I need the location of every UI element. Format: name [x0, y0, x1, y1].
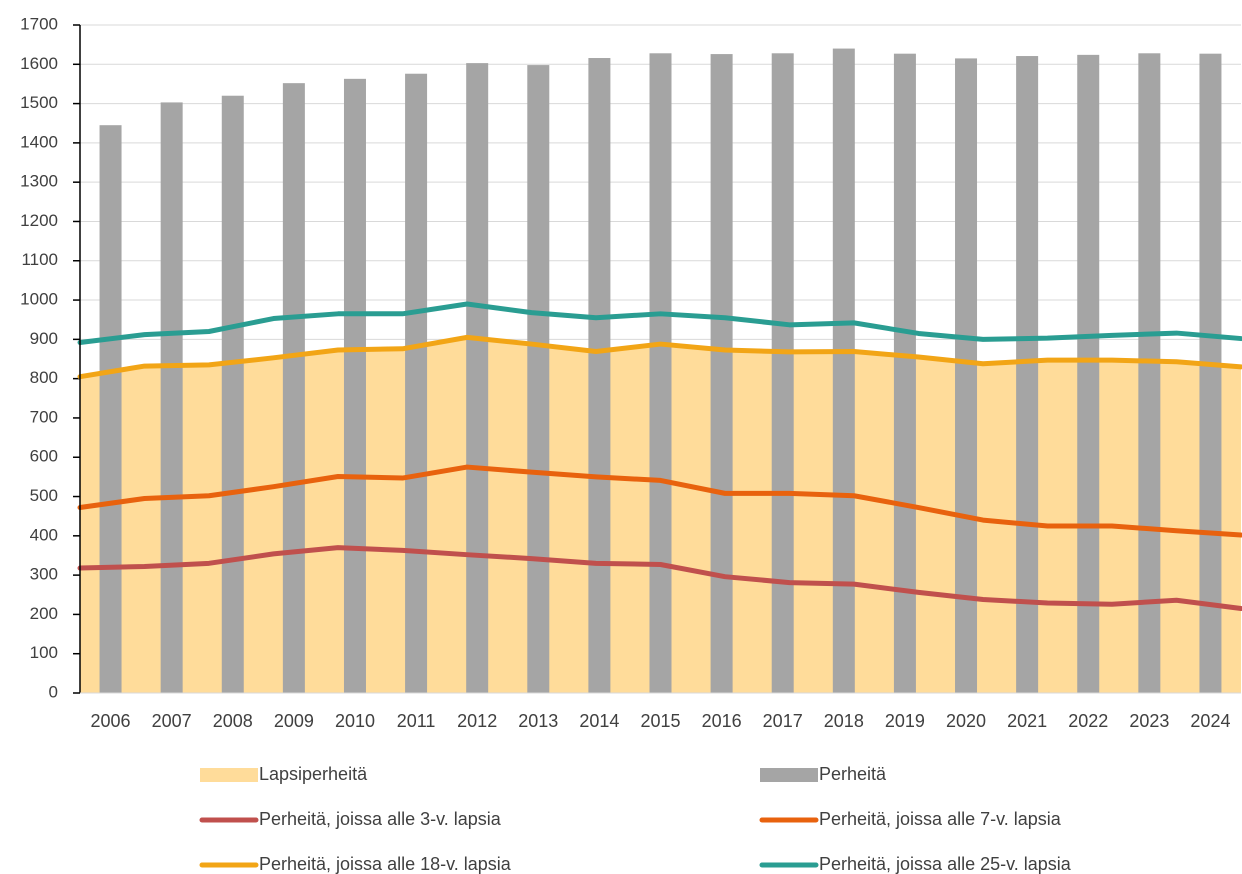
line	[77, 464, 1242, 538]
y-tick-label: 800	[30, 368, 58, 387]
bar	[1016, 56, 1039, 693]
x-tick-label: 2020	[946, 711, 986, 731]
line	[77, 334, 1242, 380]
y-tick-label: 700	[30, 407, 58, 426]
x-tick-label: 2007	[152, 711, 192, 731]
y-tick-label: 1500	[20, 93, 58, 112]
bar	[221, 95, 244, 693]
legend-swatch	[760, 768, 818, 782]
bar	[160, 102, 183, 693]
bar	[649, 53, 672, 694]
bar	[99, 125, 122, 693]
y-tick-label: 0	[49, 682, 58, 701]
y-tick-label: 1700	[20, 14, 58, 33]
bar	[588, 58, 611, 693]
legend-label: Perheitä, joissa alle 3-v. lapsia	[259, 809, 502, 829]
bar	[1077, 54, 1100, 694]
bar	[527, 65, 550, 693]
bar	[405, 73, 428, 693]
y-tick-label: 600	[30, 447, 58, 466]
y-tick-label: 900	[30, 329, 58, 348]
x-tick-label: 2016	[702, 711, 742, 731]
x-tick-label: 2019	[885, 711, 925, 731]
x-tick-label: 2015	[640, 711, 680, 731]
x-tick-label: 2018	[824, 711, 864, 731]
line	[77, 545, 1242, 612]
bar	[343, 78, 366, 693]
x-tick-label: 2008	[213, 711, 253, 731]
legend-swatch	[200, 768, 258, 782]
y-tick-label: 1400	[20, 132, 58, 151]
y-tick-label: 1100	[21, 250, 58, 269]
bar	[710, 54, 733, 694]
y-tick-label: 200	[30, 604, 58, 623]
x-tick-label: 2006	[91, 711, 131, 731]
bar	[466, 63, 489, 693]
bar	[771, 53, 794, 694]
x-tick-label: 2010	[335, 711, 375, 731]
x-tick-label: 2011	[397, 711, 436, 731]
bar	[1199, 53, 1222, 694]
bar	[955, 58, 978, 693]
x-tick-label: 2014	[579, 711, 619, 731]
x-tick-label: 2022	[1068, 711, 1108, 731]
legend-label: Lapsiperheitä	[259, 764, 368, 784]
legend-label: Perheitä, joissa alle 7-v. lapsia	[819, 809, 1062, 829]
x-tick-label: 2024	[1190, 711, 1230, 731]
y-tick-label: 100	[30, 643, 58, 662]
bar	[832, 48, 855, 693]
y-tick-label: 300	[30, 565, 58, 584]
bar	[893, 53, 916, 694]
x-tick-label: 2021	[1007, 711, 1047, 731]
y-tick-label: 1300	[20, 172, 58, 191]
y-tick-label: 500	[30, 486, 58, 505]
legend-label: Perheitä, joissa alle 18-v. lapsia	[259, 854, 512, 874]
y-tick-label: 400	[30, 525, 58, 544]
x-tick-label: 2017	[763, 711, 803, 731]
y-tick-label: 1000	[20, 290, 58, 309]
y-tick-label: 1200	[20, 211, 58, 230]
bar	[1138, 53, 1161, 694]
x-tick-label: 2009	[274, 711, 314, 731]
x-tick-label: 2012	[457, 711, 497, 731]
x-tick-label: 2023	[1129, 711, 1169, 731]
legend-label: Perheitä	[819, 764, 887, 784]
bar	[282, 83, 305, 694]
legend-label: Perheitä, joissa alle 25-v. lapsia	[819, 854, 1072, 874]
x-tick-label: 2013	[518, 711, 558, 731]
line	[77, 301, 1242, 345]
y-tick-label: 1600	[20, 54, 58, 73]
